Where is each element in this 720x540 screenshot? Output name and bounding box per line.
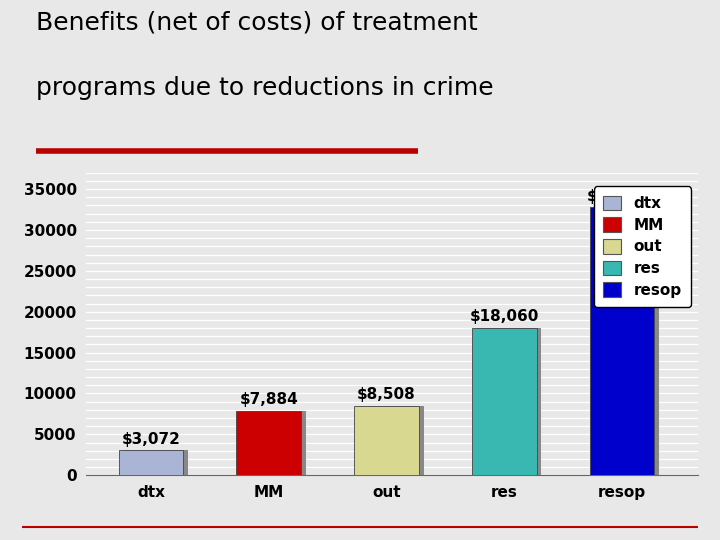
Text: Benefits (net of costs) of treatment: Benefits (net of costs) of treatment — [36, 11, 478, 35]
Bar — [359, 406, 423, 475]
Text: $3,072: $3,072 — [122, 432, 181, 447]
Bar — [236, 411, 301, 475]
Bar — [594, 207, 659, 475]
Legend: dtx, MM, out, res, resop: dtx, MM, out, res, resop — [594, 186, 690, 307]
Bar — [354, 406, 419, 475]
Text: $18,060: $18,060 — [469, 309, 539, 325]
Text: $7,884: $7,884 — [240, 393, 298, 408]
Bar — [241, 411, 306, 475]
Text: programs due to reductions in crime: programs due to reductions in crime — [36, 76, 494, 99]
Bar — [472, 328, 536, 475]
Bar — [590, 207, 654, 475]
Bar — [477, 328, 541, 475]
Bar — [119, 450, 184, 475]
Text: $8,508: $8,508 — [357, 387, 416, 402]
Text: $32,772: $32,772 — [587, 189, 657, 204]
Bar — [123, 450, 188, 475]
